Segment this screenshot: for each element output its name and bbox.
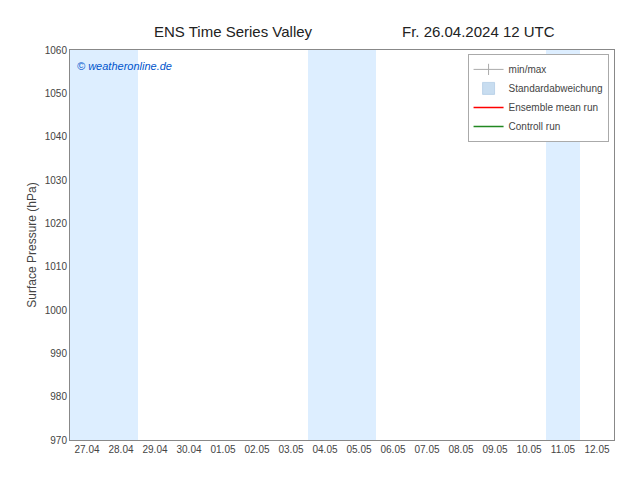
svg-text:© weatheronline.de: © weatheronline.de bbox=[77, 60, 172, 72]
svg-text:1000: 1000 bbox=[45, 305, 68, 316]
svg-text:Ensemble mean run: Ensemble mean run bbox=[509, 102, 599, 113]
svg-text:1060: 1060 bbox=[45, 45, 68, 56]
svg-text:04.05: 04.05 bbox=[312, 444, 337, 455]
svg-text:12.05: 12.05 bbox=[584, 444, 609, 455]
svg-text:1050: 1050 bbox=[45, 88, 68, 99]
svg-text:27.04: 27.04 bbox=[74, 444, 99, 455]
svg-text:09.05: 09.05 bbox=[482, 444, 507, 455]
svg-text:06.05: 06.05 bbox=[380, 444, 405, 455]
svg-text:Standardabweichung: Standardabweichung bbox=[509, 83, 603, 94]
svg-text:11.05: 11.05 bbox=[551, 444, 576, 455]
svg-text:1020: 1020 bbox=[45, 218, 68, 229]
svg-text:min/max: min/max bbox=[509, 64, 547, 75]
svg-text:10.05: 10.05 bbox=[516, 444, 541, 455]
svg-text:Fr. 26.04.2024 12 UTC: Fr. 26.04.2024 12 UTC bbox=[402, 23, 555, 40]
svg-text:02.05: 02.05 bbox=[244, 444, 269, 455]
svg-text:970: 970 bbox=[50, 435, 67, 446]
svg-text:990: 990 bbox=[50, 348, 67, 359]
svg-text:07.05: 07.05 bbox=[414, 444, 439, 455]
svg-text:03.05: 03.05 bbox=[278, 444, 303, 455]
svg-text:30.04: 30.04 bbox=[176, 444, 201, 455]
svg-text:05.05: 05.05 bbox=[346, 444, 371, 455]
svg-text:1010: 1010 bbox=[45, 261, 68, 272]
svg-text:Controll run: Controll run bbox=[509, 121, 561, 132]
svg-text:1030: 1030 bbox=[45, 175, 68, 186]
svg-text:08.05: 08.05 bbox=[448, 444, 473, 455]
svg-text:29.04: 29.04 bbox=[142, 444, 167, 455]
svg-text:28.04: 28.04 bbox=[108, 444, 133, 455]
svg-text:Surface Pressure (hPa): Surface Pressure (hPa) bbox=[25, 182, 39, 307]
svg-text:1040: 1040 bbox=[45, 131, 68, 142]
svg-text:01.05: 01.05 bbox=[210, 444, 235, 455]
svg-text:ENS Time Series Valley: ENS Time Series Valley bbox=[154, 23, 313, 40]
svg-text:980: 980 bbox=[50, 391, 67, 402]
